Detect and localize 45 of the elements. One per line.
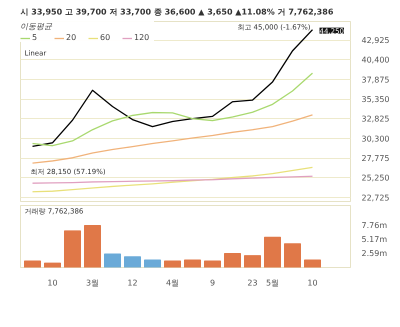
bar — [284, 243, 301, 268]
x-tick-label: 23 — [247, 278, 258, 288]
x-tick-label: 4월 — [166, 278, 180, 288]
y-tick-label: 25,250 — [362, 174, 390, 183]
y-tick-label: 37,875 — [362, 75, 390, 84]
bar — [64, 230, 81, 268]
bar — [204, 260, 221, 268]
legend-label: 20 — [66, 33, 78, 42]
legend-label: 60 — [100, 33, 112, 42]
y-tick-label: 40,400 — [362, 56, 390, 65]
bar — [84, 224, 101, 268]
bar — [264, 236, 281, 268]
x-tick-label: 9 — [210, 278, 216, 288]
bar — [224, 252, 241, 268]
bar — [24, 260, 41, 268]
bar — [124, 256, 141, 268]
x-tick-label: 3월 — [86, 278, 100, 288]
y-tick-label: 32,825 — [362, 114, 390, 124]
x-tick-label: 10 — [307, 278, 318, 288]
legend-label: 120 — [134, 33, 150, 42]
bar — [184, 259, 201, 268]
y-tick-label: 42,925 — [362, 36, 390, 46]
line-series — [32, 72, 314, 146]
y-tick-label: 22,725 — [362, 193, 390, 202]
y-tick-label: 35,350 — [362, 95, 390, 104]
y-tick-label: 27,775 — [362, 154, 390, 164]
y-tick-label: 7.76m — [362, 221, 388, 230]
bar — [44, 262, 61, 268]
bar — [144, 259, 161, 268]
y-tick-label: 5.17m — [362, 235, 388, 244]
chart-title: 시 33,950 고 39,700 저 33,700 종 36,600 ▲ 3,650 ▲11.08% 거 7,762,386 — [20, 8, 334, 16]
x-tick-label: 12 — [127, 278, 138, 288]
x-tick-label: 10 — [47, 278, 58, 288]
line-series — [32, 114, 314, 164]
legend-title: 이동평균 — [20, 21, 53, 32]
x-tick-label: 5월 — [266, 278, 280, 288]
y-tick-label: 30,300 — [362, 134, 390, 144]
bar — [244, 255, 261, 268]
bar — [164, 260, 181, 268]
bar — [104, 254, 121, 268]
bar — [304, 259, 321, 268]
line-series — [32, 176, 314, 184]
line-series — [32, 166, 314, 192]
legend-label: 5 — [32, 33, 38, 42]
y-tick-label: 2.59m — [362, 249, 388, 258]
